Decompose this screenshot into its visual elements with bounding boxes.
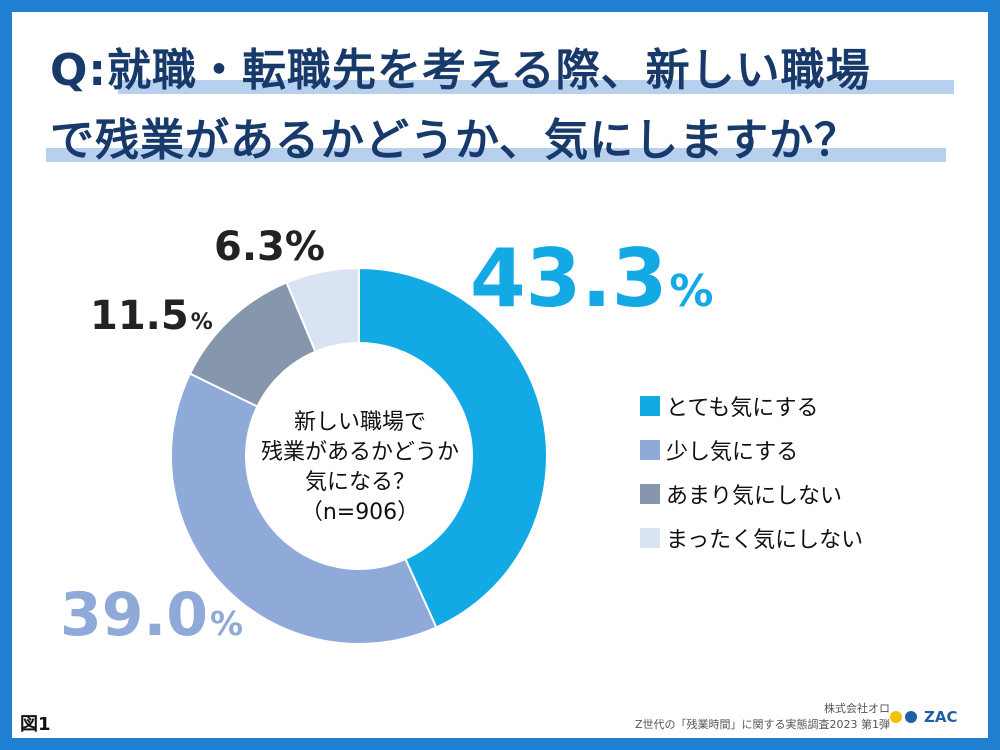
logo-text: ZAC: [924, 708, 958, 726]
legend-label: 少し気にする: [666, 440, 799, 465]
legend-swatch: [640, 440, 660, 460]
data-label-value: 6.3: [214, 224, 285, 270]
credit-company: 株式会社オロ: [824, 702, 890, 715]
data-label-unit: %: [284, 224, 325, 270]
title-highlight-1: [118, 80, 954, 94]
data-label-unit: %: [190, 310, 213, 335]
center-label-line-1: 新しい職場で: [293, 410, 426, 435]
title-highlight-2: [46, 148, 946, 162]
data-label-value: 43.3: [470, 232, 668, 325]
chart-title-line-1: Q:就職・転職先を考える際、新しい職場: [50, 45, 871, 96]
slice-very-concerned: [358, 266, 549, 629]
legend-item: 少し気にする: [640, 436, 863, 465]
data-label-not-very-concerned: 11.5%: [90, 293, 213, 339]
legend-item: まったく気にしない: [640, 524, 864, 553]
logo-dot-blue: [905, 711, 917, 723]
donut-center-label: 新しい職場で 残業があるかどうか 気になる？ （n=906）: [250, 408, 470, 528]
data-label-unit: %: [210, 604, 244, 643]
data-label-unit: %: [669, 266, 714, 317]
center-label-line-2: 残業があるかどうか: [260, 440, 459, 465]
legend-swatch: [640, 396, 660, 416]
legend: とても気にする 少し気にする あまり気にしない まったく気にしない: [640, 392, 863, 568]
center-label-line-4: （n=906）: [300, 500, 420, 525]
legend-label: まったく気にしない: [666, 528, 864, 553]
legend-item: あまり気にしない: [640, 480, 863, 509]
legend-label: とても気にする: [666, 396, 819, 421]
credit-survey: Z世代の「残業時間」に関する実態調査2023 第1弾: [634, 718, 890, 731]
zac-logo: ZAC: [890, 708, 958, 726]
data-label-value: 39.0: [60, 580, 209, 650]
legend-swatch: [640, 484, 660, 504]
data-label-value: 11.5: [90, 293, 189, 339]
slice-not-concerned-at-all: [285, 266, 360, 354]
logo-dot-yellow: [890, 711, 902, 723]
legend-swatch: [640, 528, 660, 548]
legend-label: あまり気にしない: [666, 484, 843, 509]
chart-title-line-2: で残業があるかどうか、気にしますか？: [50, 115, 860, 166]
center-label-line-3: 気になる？: [304, 470, 415, 495]
figure-label: 図1: [20, 714, 51, 735]
data-label-not-concerned-at-all: 6.3%: [214, 224, 325, 270]
data-label-somewhat-concerned: 39.0%: [60, 580, 243, 650]
slice-somewhat-concerned: [170, 372, 438, 645]
legend-item: とても気にする: [640, 392, 863, 421]
data-label-very-concerned: 43.3%: [470, 232, 713, 325]
